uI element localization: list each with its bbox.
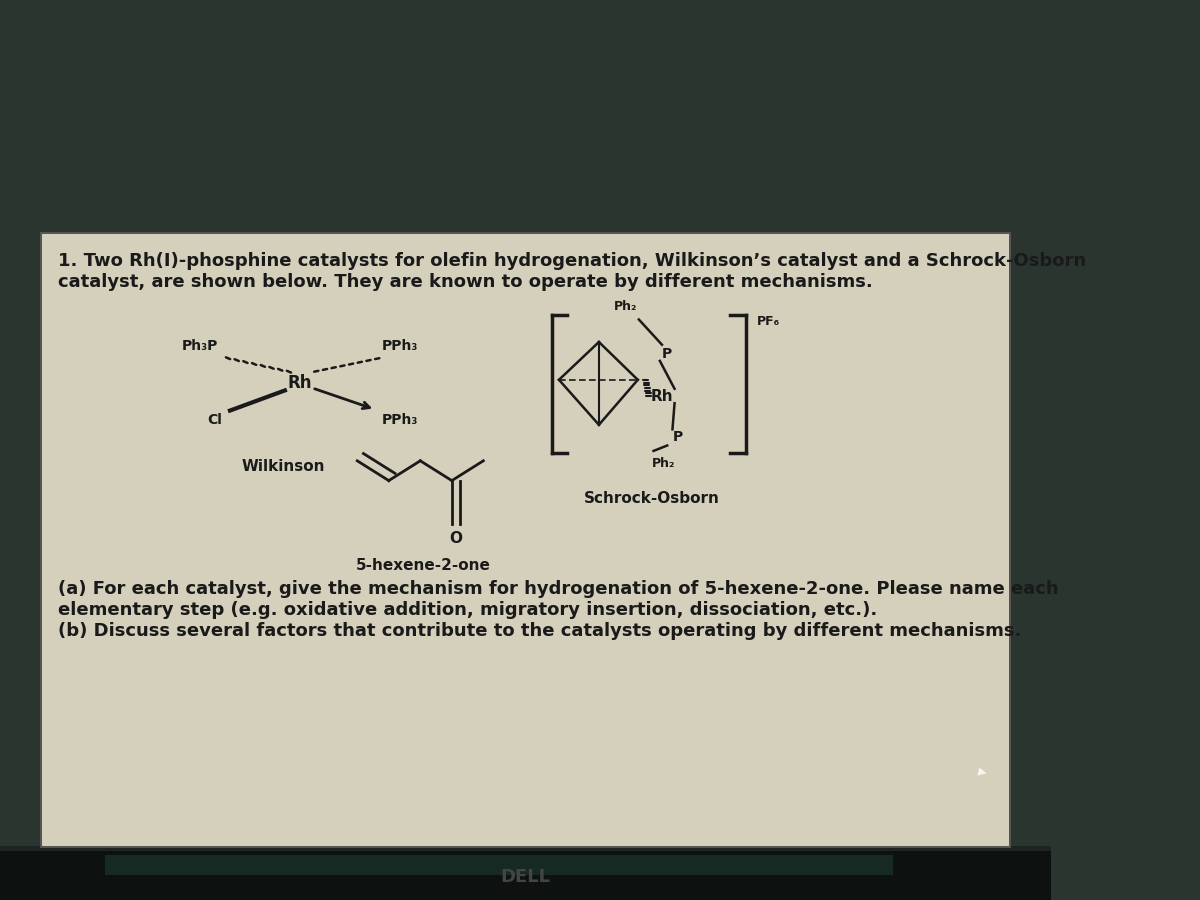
Text: Wilkinson: Wilkinson [242,459,325,474]
Text: 1. Two Rh(I)-phosphine catalysts for olefin hydrogenation, Wilkinson’s catalyst : 1. Two Rh(I)-phosphine catalysts for ole… [58,252,1086,291]
Bar [0,850,1051,900]
Text: Rh: Rh [287,374,312,392]
Text: Rh: Rh [650,389,673,403]
Text: DELL: DELL [500,868,551,886]
Text: PPh₃: PPh₃ [382,413,418,428]
Bar [0,846,1051,900]
Text: (a) For each catalyst, give the mechanism for hydrogenation of 5-hexene-2-one. P: (a) For each catalyst, give the mechanis… [58,580,1058,640]
Text: Schrock-Osborn: Schrock-Osborn [583,491,719,506]
Bar [0,234,42,846]
Text: O: O [450,531,462,546]
Text: Ph₂: Ph₂ [653,457,676,470]
Text: PPh₃: PPh₃ [382,339,418,354]
Text: Cl: Cl [206,413,222,428]
Bar [0,0,1051,234]
FancyBboxPatch shape [42,234,1009,846]
Text: P: P [662,346,672,361]
Text: Ph₃P: Ph₃P [181,339,218,354]
Text: 5-hexene-2-one: 5-hexene-2-one [356,558,491,573]
Bar [106,855,893,875]
Bar [1009,234,1051,846]
Text: P: P [672,429,683,444]
Text: Ph₂: Ph₂ [613,301,637,313]
FancyBboxPatch shape [40,232,1010,848]
Text: ▶: ▶ [977,766,988,778]
Text: PF₆: PF₆ [756,315,780,328]
